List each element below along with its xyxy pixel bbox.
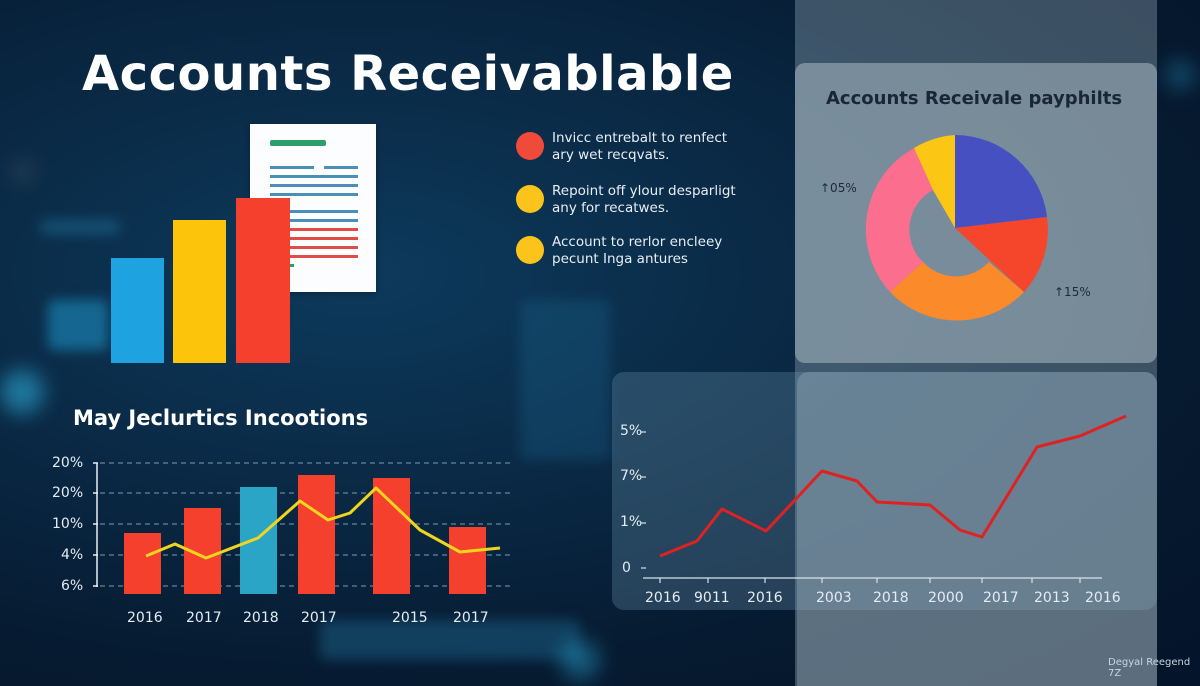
- pie-label-left: ↑05%: [820, 181, 857, 195]
- x-tick: 2017: [453, 610, 489, 626]
- bullet-dot-icon: [516, 236, 544, 264]
- y-tick: 7%: [620, 468, 643, 484]
- bg-rect: [320, 620, 580, 660]
- pie-title: Accounts Receivale payphilts: [826, 88, 1123, 109]
- x-tick: 2018: [243, 610, 279, 626]
- x-tick: 2017: [983, 590, 1019, 606]
- bar-chart-title: May Jeclurtics Incootions: [73, 406, 369, 430]
- footer-text: Degyal Reegend 7Z: [1108, 657, 1191, 679]
- bg-glow: [560, 640, 600, 680]
- x-tick: 2015: [392, 610, 428, 626]
- x-tick: 2016: [645, 590, 681, 606]
- bullet-item: Repoint off ylour desparligt any for reca…: [516, 183, 736, 217]
- y-tick: 10%: [52, 516, 84, 532]
- bullet-text: Account to rerlor encleey: [552, 234, 723, 250]
- bullet-text: pecunt Inga antures: [552, 251, 688, 267]
- bg-rect: [48, 300, 108, 350]
- illustration-bar-red: [236, 198, 290, 363]
- bullet-dot-icon: [516, 132, 544, 160]
- bg-glow: [12, 160, 34, 182]
- x-tick: 2016: [127, 610, 163, 626]
- bg-rect: [520, 300, 610, 460]
- x-tick: 2000: [928, 590, 964, 606]
- illustration-bar-yellow: [173, 220, 226, 363]
- bullet-text: Repoint off ylour desparligt: [552, 183, 736, 199]
- bg-rect: [40, 220, 120, 234]
- y-tick: 4%: [61, 547, 84, 563]
- x-tick: 2017: [186, 610, 222, 626]
- line-chart-card-overlay: [797, 372, 1157, 686]
- bullet-text: ary wet recqvats.: [552, 147, 670, 163]
- x-tick: 2013: [1034, 590, 1070, 606]
- y-tick: 5%: [620, 423, 643, 439]
- bullet-dot-icon: [516, 185, 544, 213]
- y-tick: 6%: [61, 578, 84, 594]
- bullet-text: any for recatwes.: [552, 200, 670, 216]
- y-tick: 20%: [52, 455, 84, 471]
- bullet-item: Account to rerlor encleey pecunt Inga ant…: [516, 234, 722, 268]
- x-tick: 2016: [1085, 590, 1121, 606]
- y-tick: 1%: [620, 514, 643, 530]
- x-tick: 9011: [694, 590, 730, 606]
- pie-label-right: ↑15%: [1054, 285, 1091, 299]
- bg-glow: [0, 370, 44, 414]
- x-tick: 2018: [873, 590, 909, 606]
- illustration-bar-blue: [111, 258, 164, 363]
- x-tick: 2016: [747, 590, 783, 606]
- x-tick: 2017: [301, 610, 337, 626]
- line-chart-card: [612, 372, 1157, 610]
- x-tick: 2003: [816, 590, 852, 606]
- bg-glow: [1165, 60, 1195, 90]
- bullet-item: Invicc entrebalt to renfect ary wet recqv…: [516, 130, 727, 164]
- bullet-text: Invicc entrebalt to renfect: [552, 130, 728, 146]
- y-tick: 0: [622, 560, 631, 576]
- page-title: Accounts Receivablable: [82, 46, 734, 102]
- y-tick: 20%: [52, 485, 84, 501]
